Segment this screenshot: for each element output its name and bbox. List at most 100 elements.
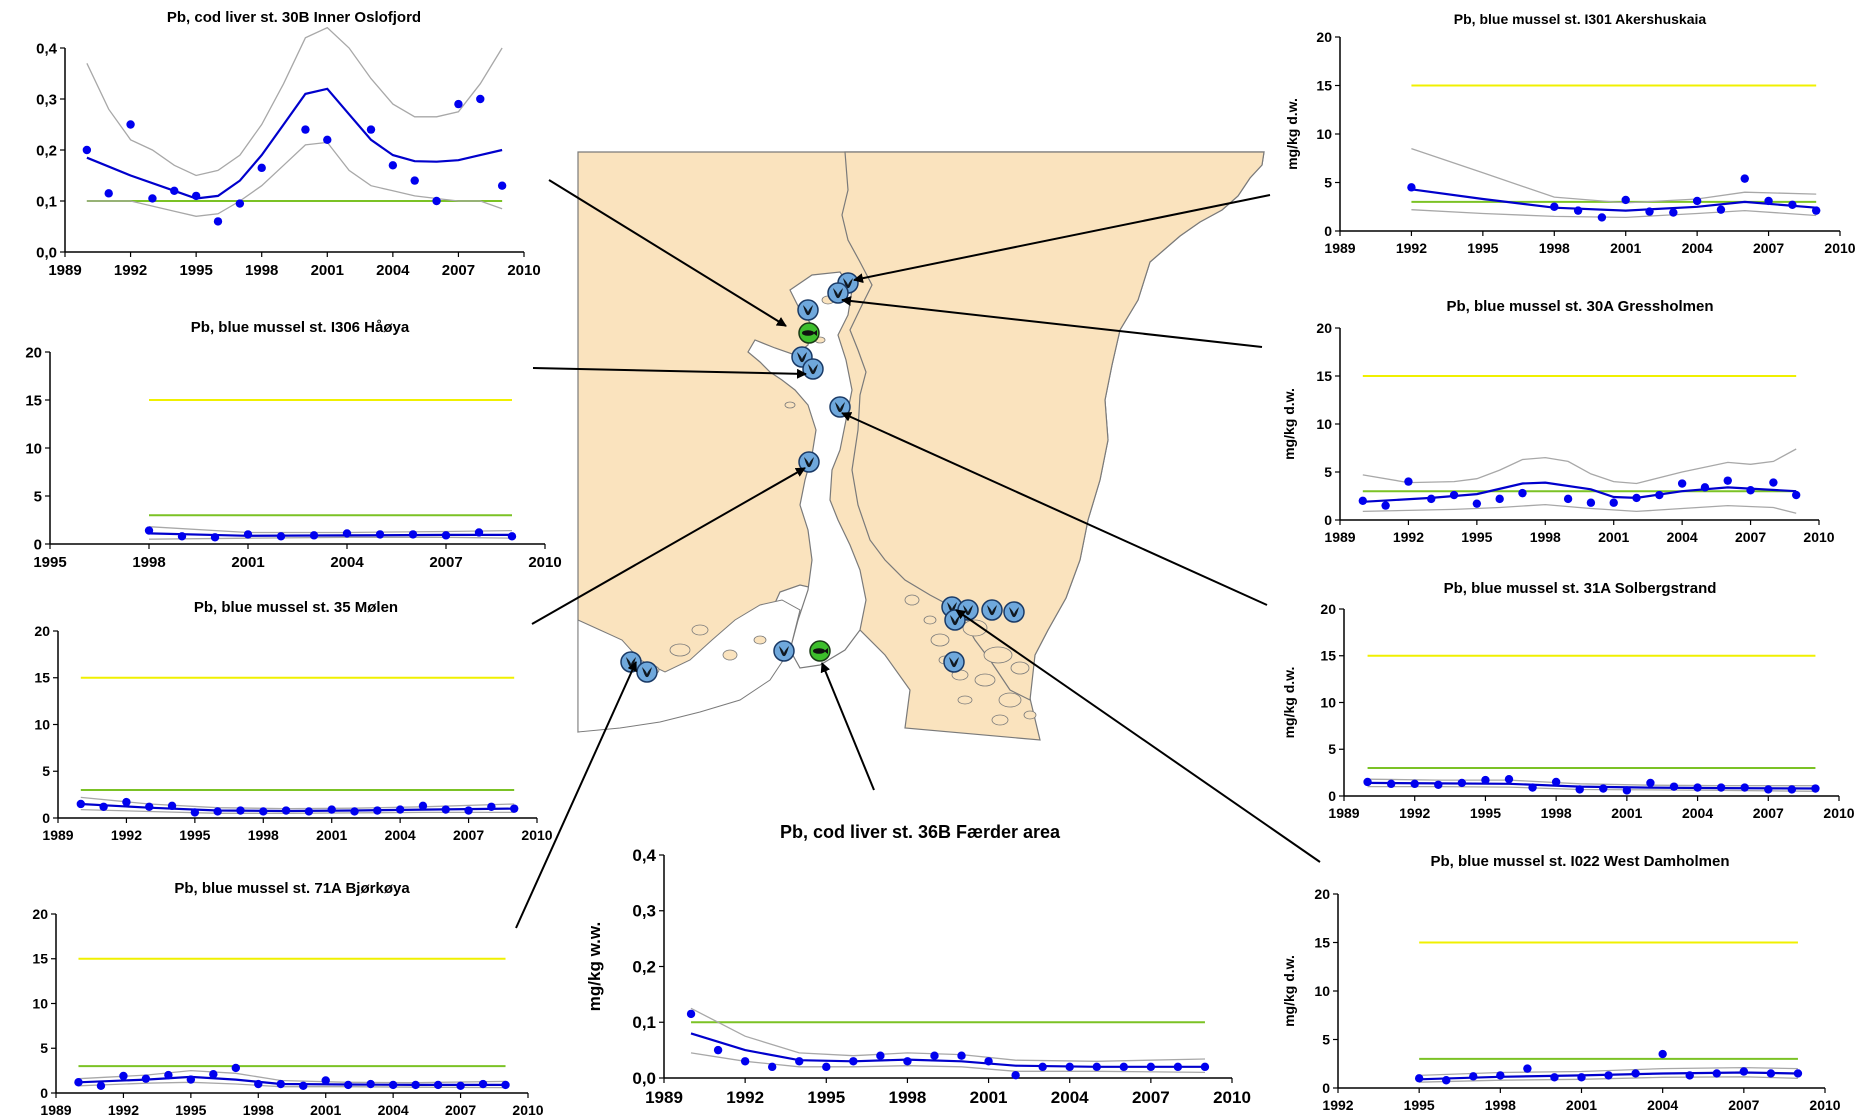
chart-title: Pb, cod liver st. 36B Færder area [780, 822, 1061, 842]
y-tick-label: 0,3 [632, 902, 656, 921]
fish-icon [813, 648, 825, 654]
data-point [1496, 1071, 1505, 1080]
x-tick-label: 1998 [1541, 805, 1572, 821]
data-point [235, 199, 245, 208]
map-island [930, 633, 950, 647]
data-point [411, 1080, 420, 1090]
marker-circle [943, 651, 965, 673]
y-tick-label: 20 [32, 906, 48, 922]
y-tick-label: 0 [1328, 788, 1336, 804]
chart-cod-30b: Pb, cod liver st. 30B Inner Oslofjord 0,0… [36, 9, 541, 279]
data-point [740, 1057, 750, 1066]
x-tick-label: 2004 [1682, 240, 1713, 256]
data-point [1586, 498, 1596, 507]
fish-tail [813, 330, 817, 336]
data-point [1700, 483, 1710, 492]
y-tick-label: 0 [1324, 223, 1332, 239]
chart-title: Pb, blue mussel st. 35 Mølen [194, 599, 398, 616]
data-point [433, 1080, 443, 1090]
data-point [1716, 783, 1726, 792]
mussel-icon [803, 305, 813, 316]
mussel-icon [843, 278, 853, 289]
x-tick-label: 2001 [311, 262, 344, 279]
map-island [669, 643, 691, 657]
data-point [1622, 786, 1632, 795]
data-point [497, 181, 507, 190]
data-point [323, 135, 332, 144]
data-point [1481, 775, 1490, 785]
mussel-icon [835, 402, 845, 413]
data-point [209, 1070, 218, 1079]
data-point [1811, 784, 1820, 793]
data-point [418, 801, 428, 811]
data-point [190, 808, 200, 817]
data-point [373, 806, 382, 815]
x-tick-label: 2010 [1213, 1088, 1251, 1107]
data-point [213, 217, 223, 226]
data-point [1655, 490, 1664, 500]
x-tick-label: 2007 [1753, 805, 1784, 821]
y-tick-label: 0 [1324, 512, 1332, 528]
data-point [395, 805, 405, 814]
data-point [145, 802, 154, 811]
y-tick-label: 10 [1320, 694, 1336, 710]
y-tick-label: 0,0 [36, 244, 57, 261]
data-point [1038, 1062, 1047, 1072]
ci-upper-line [1362, 448, 1797, 485]
y-tick-label: 0,1 [632, 1013, 656, 1032]
chart-mussel-35: Pb, blue mussel st. 35 Mølen 0 5 10 15 20 1989… [34, 599, 552, 843]
data-point [441, 805, 450, 814]
data-point [903, 1057, 912, 1066]
marker-circle [773, 640, 795, 662]
data-point [1716, 205, 1726, 214]
data-point [501, 1080, 510, 1090]
station-arrow [841, 296, 1263, 348]
x-tick-label: 1995 [175, 1102, 206, 1115]
trend-line [690, 1032, 1205, 1068]
x-tick-label: 1989 [48, 262, 81, 279]
data-point [1381, 501, 1390, 510]
data-point [1740, 783, 1749, 792]
map-island [991, 714, 1009, 726]
data-point [304, 807, 314, 816]
chart-title: Pb, cod liver st. 30B Inner Oslofjord [167, 9, 421, 26]
mussel-icon [804, 457, 814, 468]
mussel-icon [833, 288, 843, 299]
data-point [321, 1076, 330, 1085]
data-point [767, 1062, 777, 1072]
data-point [876, 1051, 885, 1060]
x-tick-label: 1998 [889, 1088, 927, 1107]
data-point [1528, 783, 1537, 792]
x-tick-label: 1995 [33, 554, 66, 571]
x-tick-label: 2010 [512, 1102, 543, 1115]
data-point [1092, 1062, 1101, 1072]
map-island [923, 615, 937, 625]
mussel-station-marker [981, 599, 1003, 621]
marker-circle [802, 358, 824, 380]
map-island [983, 646, 1013, 664]
data-point [713, 1045, 723, 1055]
x-tick-label: 1995 [179, 827, 210, 843]
map-island [784, 401, 796, 409]
data-point [148, 194, 157, 203]
x-tick-label: 2007 [1735, 529, 1766, 545]
data-point [1469, 1072, 1478, 1081]
data-point [104, 189, 113, 198]
data-point [410, 176, 419, 185]
y-tick-label: 15 [34, 670, 50, 686]
y-tick-label: 5 [40, 1040, 48, 1056]
cod-station-marker [809, 640, 831, 662]
data-point [1669, 208, 1678, 217]
data-point [1787, 785, 1797, 794]
x-tick-label: 1989 [645, 1088, 683, 1107]
station-arrow [841, 412, 1268, 606]
mussel-icon [950, 615, 960, 626]
y-tick-label: 0,4 [36, 40, 58, 57]
ci-upper-line [1411, 147, 1817, 204]
mussel-station-marker [797, 299, 819, 321]
mussel-station-marker [636, 661, 658, 683]
fish-icon [802, 330, 814, 336]
mussel-station-marker [829, 396, 851, 418]
ci-upper-line [690, 1007, 1206, 1062]
data-point [1811, 206, 1821, 215]
